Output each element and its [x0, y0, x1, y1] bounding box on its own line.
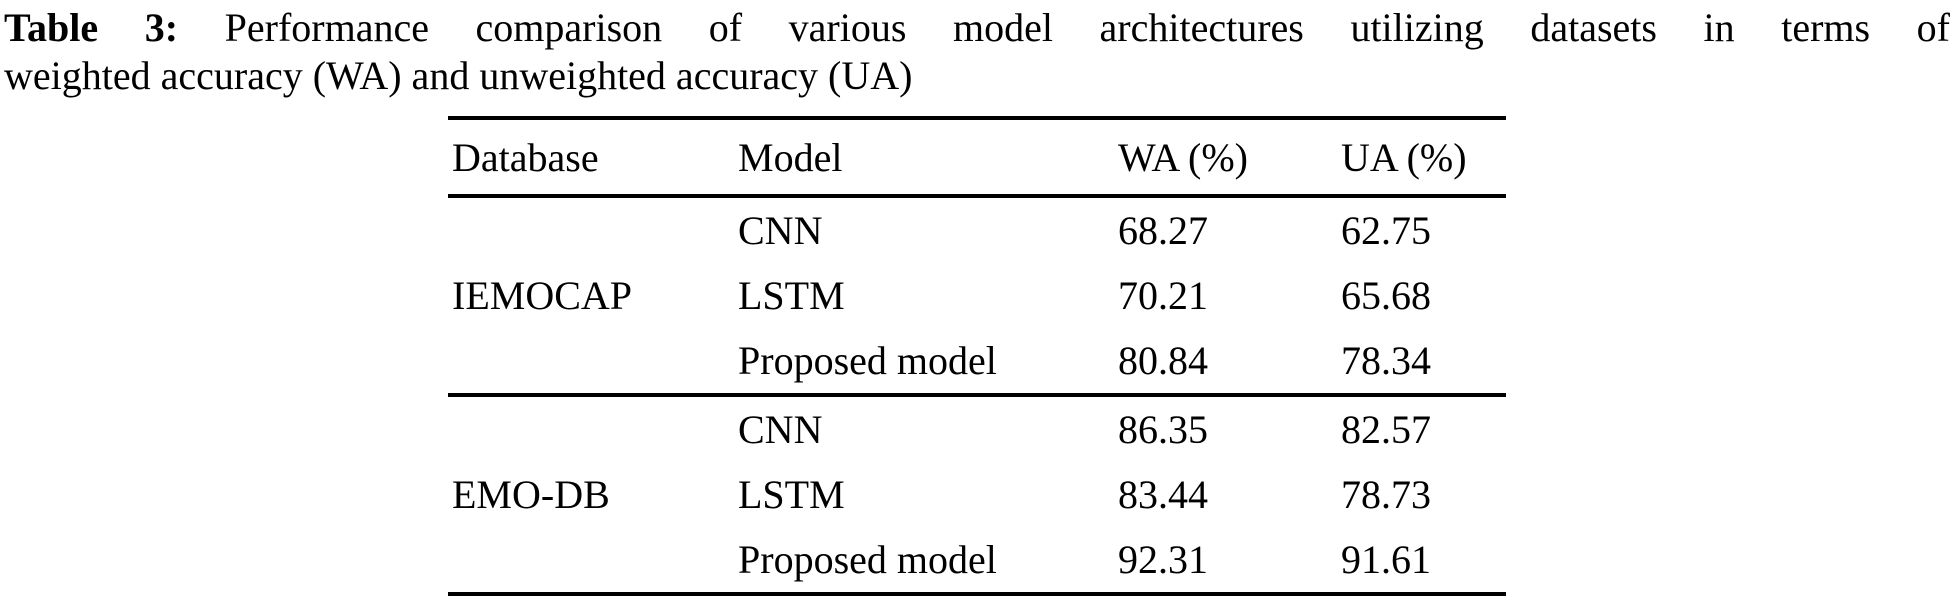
cell-model: LSTM	[738, 472, 845, 517]
cell-wa: 92.31	[1118, 537, 1208, 582]
cell-ua: 78.73	[1341, 472, 1431, 517]
cell-model: LSTM	[738, 273, 845, 318]
table-row: LSTM 83.44 78.73	[448, 462, 1506, 527]
cell-ua: 62.75	[1341, 208, 1431, 253]
cell-wa: 80.84	[1118, 338, 1208, 383]
cell-ua: 78.34	[1341, 338, 1431, 383]
table-header-row: Database Model WA (%) UA (%)	[448, 118, 1506, 198]
cell-wa: 70.21	[1118, 273, 1208, 318]
results-table-container: Database Model WA (%) UA (%) IEMOCAP CNN…	[448, 116, 1506, 596]
table-row: Proposed model 92.31 91.61	[448, 527, 1506, 594]
caption-line-2: weighted accuracy (WA) and unweighted ac…	[4, 53, 913, 98]
cell-ua: 82.57	[1337, 393, 1506, 462]
header-model: Model	[734, 118, 1114, 198]
caption-line-1: Table 3: Performance comparison of vario…	[4, 4, 1950, 52]
table-row: Proposed model 80.84 78.34	[448, 328, 1506, 395]
cell-wa: 68.27	[1118, 208, 1208, 253]
table-row: LSTM 70.21 65.68	[448, 263, 1506, 328]
results-table: Database Model WA (%) UA (%) IEMOCAP CNN…	[448, 116, 1506, 596]
caption-text-line1: Performance comparison of various model …	[224, 5, 1951, 50]
cell-model: CNN	[738, 208, 823, 253]
cell-wa: 83.44	[1118, 472, 1208, 517]
cell-ua: 91.61	[1341, 537, 1431, 582]
header-ua: UA (%)	[1337, 118, 1506, 198]
cell-model: CNN	[734, 393, 1114, 462]
cell-database-emodb: EMO-DB	[448, 393, 734, 594]
cell-database-iemocap: IEMOCAP	[452, 273, 633, 318]
cell-model: Proposed model	[738, 537, 997, 582]
header-database: Database	[448, 118, 734, 198]
caption-table-number: Table 3:	[4, 5, 179, 50]
cell-wa: 86.35	[1114, 393, 1337, 462]
table-caption: Table 3: Performance comparison of vario…	[4, 4, 1950, 100]
cell-ua: 65.68	[1341, 273, 1431, 318]
table-row: IEMOCAP CNN 68.27 62.75	[448, 196, 1506, 318]
header-wa: WA (%)	[1114, 118, 1337, 198]
cell-model: Proposed model	[738, 338, 997, 383]
table-row: EMO-DB CNN 86.35 82.57	[448, 393, 1506, 594]
